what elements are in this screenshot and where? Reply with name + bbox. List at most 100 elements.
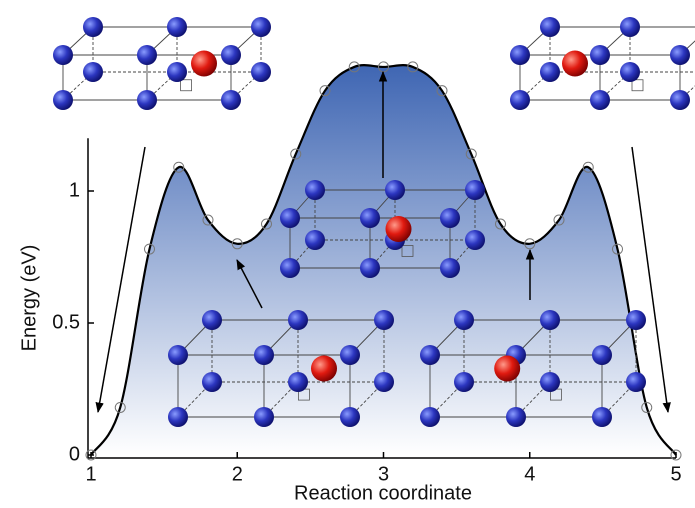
blue-atom xyxy=(340,345,360,365)
blue-atom xyxy=(251,17,271,37)
blue-atom xyxy=(540,17,560,37)
vacancy-cube xyxy=(631,79,644,92)
blue-atom xyxy=(465,180,485,200)
data-point xyxy=(524,238,536,250)
data-point xyxy=(436,85,448,97)
blue-atom xyxy=(251,62,271,82)
blue-atom xyxy=(510,90,530,110)
blue-atom xyxy=(510,45,530,65)
blue-atom xyxy=(374,372,394,392)
red-atom xyxy=(311,355,337,382)
blue-atom xyxy=(254,407,274,427)
blue-atom xyxy=(454,372,474,392)
blue-atom xyxy=(221,90,241,110)
blue-atom xyxy=(340,407,360,427)
blue-atom xyxy=(620,62,640,82)
blue-atom xyxy=(168,345,188,365)
arrow xyxy=(95,146,146,414)
data-point xyxy=(261,218,272,230)
data-point xyxy=(582,161,594,173)
blue-atom xyxy=(360,258,380,278)
blue-atom xyxy=(202,372,222,392)
data-point xyxy=(173,161,185,173)
blue-atom xyxy=(202,310,222,330)
x-tick-label: 4 xyxy=(524,463,535,485)
data-point xyxy=(670,449,682,461)
crystal-inset xyxy=(420,310,646,427)
blue-atom xyxy=(590,45,610,65)
x-tick-label: 2 xyxy=(232,463,243,485)
y-tick-label: 1 xyxy=(69,179,80,201)
blue-atom xyxy=(420,407,440,427)
blue-atom xyxy=(620,17,640,37)
blue-atom xyxy=(540,310,560,330)
blue-atom xyxy=(137,45,157,65)
y-tick-label: 0 xyxy=(69,443,80,465)
crystal-inset xyxy=(510,17,695,110)
blue-atom xyxy=(137,90,157,110)
blue-atom xyxy=(540,372,560,392)
data-point xyxy=(348,61,360,73)
blue-atom xyxy=(167,62,187,82)
data-point xyxy=(553,214,565,226)
red-atom xyxy=(191,50,217,77)
plot-area: 0 0.5 1 1 2 3 4 5 xyxy=(52,61,682,485)
data-point xyxy=(495,218,506,230)
data-point xyxy=(319,85,331,97)
data-point xyxy=(641,401,653,413)
data-point xyxy=(85,449,97,461)
blue-atom xyxy=(440,258,460,278)
arrow xyxy=(631,146,671,414)
crystal-inset xyxy=(168,310,394,427)
blue-atom xyxy=(420,345,440,365)
blue-atom xyxy=(506,407,526,427)
crystal-inset xyxy=(53,17,271,110)
blue-atom xyxy=(53,45,73,65)
area xyxy=(91,65,676,455)
red-atom xyxy=(562,50,588,77)
x-tick-label: 5 xyxy=(670,463,681,485)
blue-atom xyxy=(167,17,187,37)
blue-atom xyxy=(454,310,474,330)
blue-atom xyxy=(254,345,274,365)
data-point xyxy=(465,148,477,160)
data-point xyxy=(407,61,419,73)
blue-atom xyxy=(305,180,325,200)
blue-atom xyxy=(305,230,325,250)
red-atom xyxy=(494,355,521,382)
blue-atom xyxy=(540,62,560,82)
blue-atom xyxy=(592,407,612,427)
blue-atom xyxy=(168,407,188,427)
blue-atom xyxy=(670,90,690,110)
blue-atom xyxy=(288,372,308,392)
red-atom xyxy=(385,216,412,242)
blue-atom xyxy=(592,345,612,365)
blue-atom xyxy=(626,310,646,330)
blue-atom xyxy=(374,310,394,330)
blue-atom xyxy=(288,310,308,330)
blue-atom xyxy=(360,208,380,228)
data-point xyxy=(231,238,243,250)
blue-atom xyxy=(83,17,103,37)
blue-atom xyxy=(440,208,460,228)
x-tick-label: 1 xyxy=(85,463,96,485)
y-tick-label: 0.5 xyxy=(52,311,80,333)
blue-atom xyxy=(670,45,690,65)
blue-atom xyxy=(53,90,73,110)
data-point xyxy=(290,148,302,160)
vacancy-cube xyxy=(401,245,414,257)
blue-atom xyxy=(626,372,646,392)
x-tick-label: 3 xyxy=(378,463,389,485)
data-point xyxy=(202,214,214,226)
data-point xyxy=(144,243,155,255)
blue-atom xyxy=(465,230,485,250)
data-point xyxy=(114,401,126,413)
blue-atom xyxy=(83,62,103,82)
insets xyxy=(53,17,695,427)
blue-atom xyxy=(280,208,300,228)
x-axis-label: Reaction coordinate xyxy=(294,482,472,504)
y-axis-label: Energy (eV) xyxy=(18,245,40,352)
blue-atom xyxy=(280,258,300,278)
blue-atom xyxy=(221,45,241,65)
